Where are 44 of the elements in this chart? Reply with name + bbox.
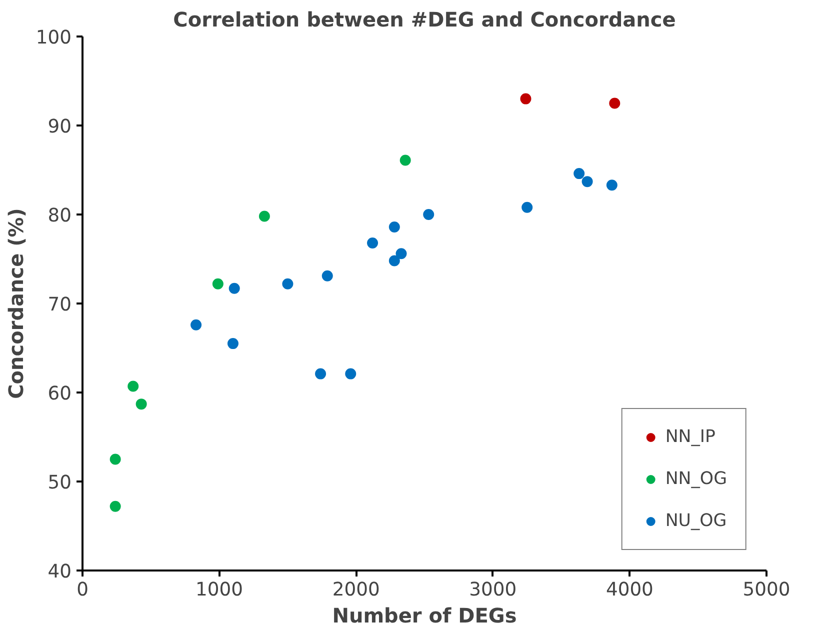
point [388,255,400,266]
legend-label: NN_IP [665,427,716,447]
x-tick-label: 1000 [196,580,244,600]
legend-label: NN_OG [665,469,727,489]
point [315,368,326,380]
y-tick-label: 40 [48,562,72,582]
chart-title: Correlation between #DEG and Concordance [173,8,676,32]
point [396,248,407,260]
point [212,278,224,290]
point [582,176,593,188]
x-tick-label: 2000 [332,580,380,600]
point [423,209,434,220]
point [228,282,240,294]
legend-label: NU_OG [665,511,727,531]
y-tick-label: 80 [48,206,72,226]
point [345,368,356,380]
point [609,98,620,109]
x-tick-label: 5000 [742,580,790,600]
y-tick-label: 50 [48,472,72,494]
point [400,154,411,166]
point [128,380,139,392]
y-tick-label: 70 [48,294,72,316]
x-tick-label: 0 [76,580,88,600]
x-tick-label: 3000 [469,580,517,600]
point [388,221,400,232]
point [522,202,533,213]
point [190,319,202,330]
x-tick-label: 4000 [606,580,654,600]
y-tick-label: 100 [36,28,72,48]
point [282,278,294,290]
point [110,454,121,465]
point [110,500,121,512]
point [367,237,378,248]
point [574,168,585,180]
y-axis-title: Concordance (%) [4,208,28,399]
y-tick-label: 90 [48,116,72,138]
point [520,93,532,104]
point [258,210,270,222]
point [322,270,333,282]
point [136,398,147,410]
y-tick-label: 60 [48,384,72,404]
point [606,180,618,191]
x-axis-title: Number of DEGs [332,604,517,628]
point [227,338,238,350]
